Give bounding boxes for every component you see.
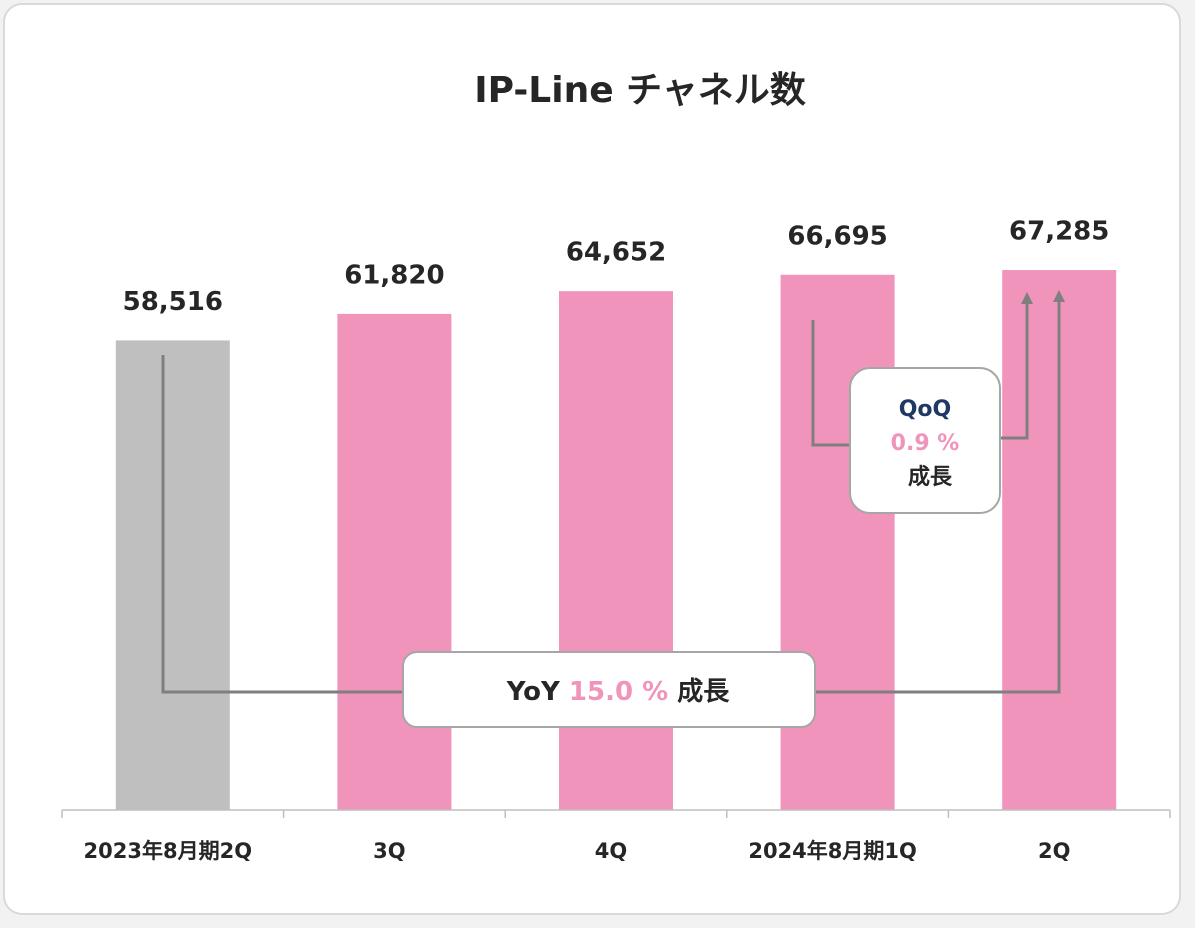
- yoy-growth: 成長: [677, 677, 730, 707]
- bar: [115, 340, 230, 810]
- bar: [559, 291, 673, 810]
- bar: [780, 274, 895, 811]
- x-tick-label: 3Q: [373, 839, 405, 863]
- data-label: 64,652: [566, 238, 666, 268]
- data-label: 61,820: [344, 260, 444, 290]
- bar: [337, 313, 452, 810]
- connectors: [161, 290, 1065, 694]
- chart-title: IP-Line チャネル数: [474, 70, 806, 111]
- yoy-label: YoY: [506, 677, 561, 707]
- x-tick-label: 4Q: [595, 839, 627, 863]
- qoq-box: [849, 367, 1001, 514]
- x-tick-label: 2Q: [1038, 839, 1070, 863]
- qoq-line-right: [1000, 292, 1033, 440]
- qoq-line-left: [811, 320, 850, 447]
- yoy-box: [402, 651, 816, 728]
- yoy-value: 15.0 %: [569, 677, 668, 707]
- x-tick-label: 2024年8月期1Q: [748, 839, 917, 863]
- data-label: 66,695: [787, 221, 887, 251]
- qoq-growth: 成長: [908, 465, 953, 490]
- x-tick-label: 2023年8月期2Q: [84, 839, 253, 863]
- data-label: 58,516: [123, 287, 223, 317]
- data-label: 67,285: [1009, 217, 1109, 247]
- qoq-value: 0.9 %: [891, 431, 960, 456]
- yoy-text: YoY 15.0 % 成長: [506, 677, 731, 707]
- yoy-line-right: [805, 290, 1065, 694]
- qoq-label: QoQ: [899, 397, 952, 422]
- yoy-line-left: [161, 355, 403, 694]
